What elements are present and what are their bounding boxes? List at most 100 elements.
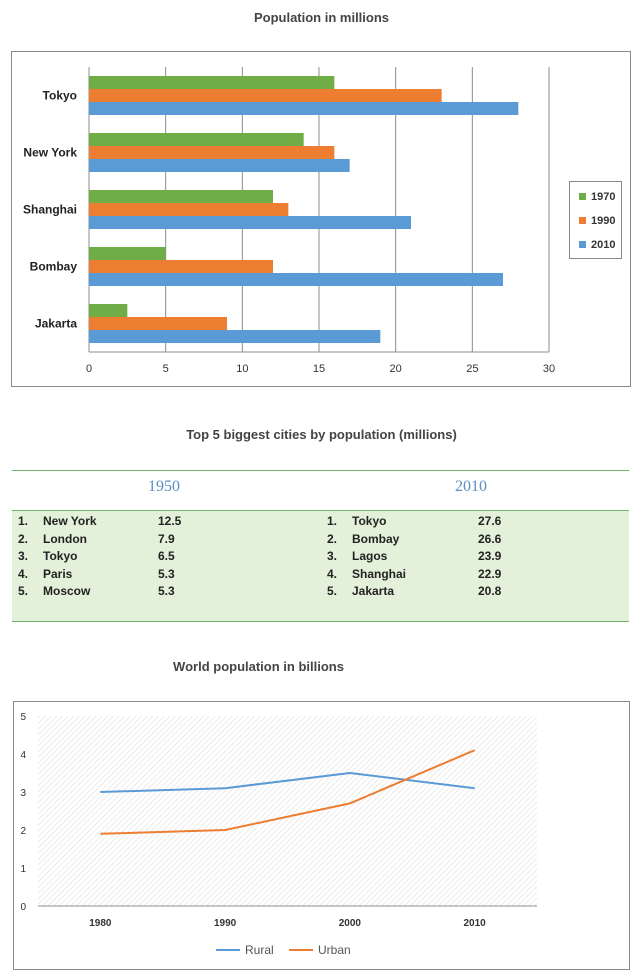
legend-label-1970: 1970	[591, 191, 616, 203]
bar-new-york-1970	[89, 133, 304, 146]
table-cell-city: Tokyo	[43, 549, 78, 563]
bar-chart-frame: 0 5 10 15 20 25 30 Tokyo New York Shanghai Bombay J…	[11, 51, 631, 387]
table-cell-value: 7.9	[158, 531, 175, 546]
table-title: Top 5 biggest cities by population (mill…	[186, 427, 457, 442]
table-cell-city: Moscow	[43, 584, 91, 598]
bar-jakarta-1990	[89, 317, 227, 330]
bar-chart-legend: 1970 1990 2010	[569, 181, 622, 259]
table-row-2010-1: 1. Tokyo 27.6	[12, 512, 629, 530]
bar-bombay-1970	[89, 247, 166, 260]
x-tick-label-2000: 2000	[339, 918, 362, 929]
table-cell-rank: 4.	[327, 566, 338, 581]
y-tick-label-5: 5	[20, 712, 26, 723]
table-cell-city: New York	[43, 514, 97, 528]
table-cell-value: 27.6	[478, 514, 502, 528]
y-tick-label-1: 1	[20, 864, 26, 875]
table-cell-value: 22.9	[478, 566, 502, 581]
line-legend-label-rural: Rural	[245, 943, 274, 957]
line-legend-swatch-rural	[216, 949, 240, 951]
table-row-2010-5: 5. Jakarta 20.8	[12, 582, 629, 600]
series-line-urban	[100, 749, 476, 835]
bar-bombay-2010	[89, 273, 503, 286]
bar-shanghai-1970	[89, 190, 273, 203]
legend-swatch-1970	[579, 193, 586, 200]
x-tick-label-1990: 1990	[214, 918, 237, 929]
bar-new-york-1990	[89, 146, 335, 159]
bar-tokyo-1990	[89, 89, 442, 102]
table-cell-value: 12.5	[158, 514, 182, 528]
table-cell-city: Shanghai	[352, 566, 407, 581]
table-cell-rank: 3.	[327, 549, 338, 563]
table-top-rule	[12, 470, 629, 471]
table-row-1950-2: 2. London 7.9	[12, 530, 629, 548]
table-cell-rank: 2.	[18, 531, 29, 546]
bar-bombay-1990	[89, 260, 273, 273]
y-tick-label-2: 2	[20, 826, 26, 837]
table-cell-city: Paris	[43, 566, 73, 581]
legend-label-1990: 1990	[591, 215, 616, 227]
table-cell-value: 6.5	[158, 549, 175, 563]
x-tick-label-1980: 1980	[89, 918, 112, 929]
line-chart: 0 1 2 3 4 5 1980 1990 2000 2010	[20, 712, 537, 929]
bar-new-york-2010	[89, 159, 350, 172]
table-cell-rank: 2.	[327, 531, 338, 546]
category-label-tokyo: Tokyo	[43, 89, 77, 103]
table-cell-city: Bombay	[352, 531, 400, 546]
line-legend-swatch-urban	[289, 949, 313, 951]
category-label-shanghai: Shanghai	[23, 203, 77, 217]
x-tick-label-5: 5	[163, 363, 169, 375]
line-chart-title: World population in billions	[173, 659, 344, 674]
table-cell-rank: 1.	[18, 514, 29, 528]
table-row-2010-4: 4. Shanghai 22.9	[12, 565, 629, 583]
category-label-jakarta: Jakarta	[35, 317, 77, 331]
x-tick-label-2010: 2010	[464, 918, 487, 929]
x-tick-label-20: 20	[390, 363, 402, 375]
table-cell-value: 5.3	[158, 584, 175, 598]
bar-jakarta-2010	[89, 330, 381, 343]
x-tick-label-25: 25	[466, 363, 478, 375]
table-cell-rank: 4.	[18, 566, 29, 581]
table-row-1950-1: 1. New York 12.5	[12, 512, 629, 530]
table-cell-value: 20.8	[478, 584, 502, 598]
legend-swatch-1990	[579, 217, 586, 224]
table-cell-rank: 5.	[18, 584, 29, 598]
x-tick-label-30: 30	[543, 363, 555, 375]
y-tick-label-3: 3	[20, 788, 26, 799]
x-tick-label-15: 15	[313, 363, 325, 375]
plot-area	[38, 716, 537, 906]
x-tick-label-10: 10	[236, 363, 248, 375]
line-legend-label-urban: Urban	[318, 943, 351, 957]
bar-shanghai-2010	[89, 216, 411, 229]
table-cell-city: Jakarta	[352, 584, 395, 598]
bar-tokyo-2010	[89, 102, 519, 115]
category-label-new-york: New York	[23, 146, 77, 160]
y-tick-label-4: 4	[20, 750, 26, 761]
series-line-rural	[100, 772, 475, 793]
table-cell-city: London	[43, 531, 87, 546]
table-cell-rank: 3.	[18, 549, 29, 563]
table-body: 1. New York 12.5 2. London 7.9 3. Tokyo 6.5 4. Par…	[12, 510, 629, 622]
bar-jakarta-1970	[89, 304, 128, 317]
table-row-1950-4: 4. Paris 5.3	[12, 565, 629, 583]
bar-tokyo-1970	[89, 76, 335, 89]
line-chart-legend: Rural Urban	[0, 940, 643, 960]
bar-chart: 0 5 10 15 20 25 30 Tokyo New York Shanghai Bombay J…	[23, 67, 555, 375]
table-cell-city: Tokyo	[352, 514, 387, 528]
x-tick-label-0: 0	[86, 363, 92, 375]
table-cell-city: Lagos	[352, 549, 388, 563]
y-tick-label-0: 0	[20, 902, 26, 913]
top-cities-table: 1950 2010 1. New York 12.5 2. London 7.9 3. Tok…	[12, 470, 629, 622]
table-row-1950-3: 3. Tokyo 6.5	[12, 547, 629, 565]
table-cell-rank: 1.	[327, 514, 338, 528]
table-row-2010-2: 2. Bombay 26.6	[12, 530, 629, 548]
bar-chart-title: Population in millions	[253, 10, 390, 25]
line-chart-frame: 0 1 2 3 4 5 1980 1990 2000 2010	[13, 701, 630, 970]
table-cell-rank: 5.	[327, 584, 338, 598]
year-header-1950: 1950	[148, 478, 180, 495]
legend-swatch-2010	[579, 241, 586, 248]
table-cell-value: 5.3	[158, 566, 175, 581]
year-header-2010: 2010	[455, 478, 487, 495]
bar-shanghai-1990	[89, 203, 289, 216]
table-cell-value: 26.6	[478, 531, 502, 546]
category-label-bombay: Bombay	[30, 260, 78, 274]
